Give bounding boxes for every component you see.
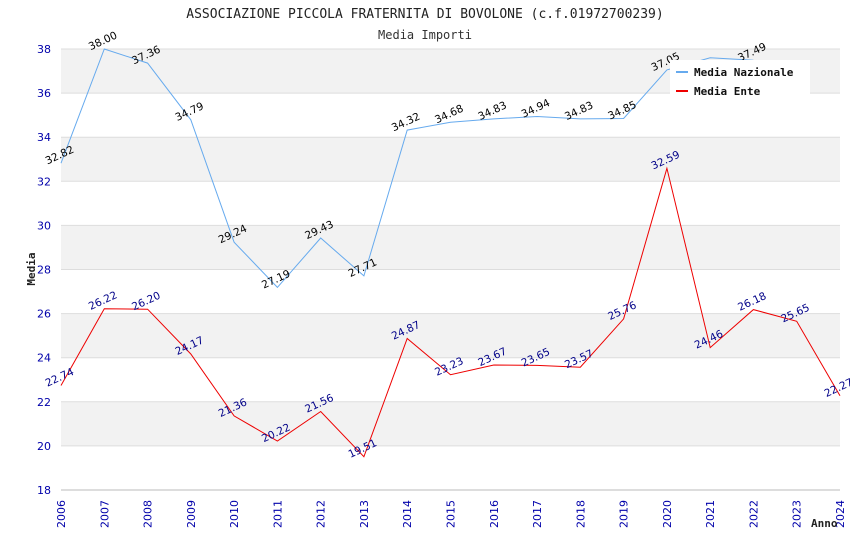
y-tick-label: 22 (37, 396, 51, 409)
y-tick-label: 18 (37, 484, 51, 497)
y-tick-label: 20 (37, 440, 51, 453)
y-tick-label: 34 (37, 131, 51, 144)
y-tick-label: 38 (37, 43, 51, 56)
data-label: 23.23 (433, 355, 465, 379)
gridlines (61, 48, 840, 491)
grid-band (61, 137, 840, 182)
legend-entry: Media Ente (694, 85, 761, 98)
data-label: 26.20 (130, 290, 162, 314)
x-tick-label: 2018 (574, 500, 587, 528)
x-tick-label: 2013 (358, 500, 371, 528)
data-label: 34.32 (390, 111, 422, 135)
y-tick-label: 36 (37, 87, 51, 100)
series-line (60, 48, 754, 289)
x-tick-label: 2021 (704, 500, 717, 528)
chart-subtitle: Media Importi (378, 28, 472, 42)
x-tick-label: 2023 (791, 500, 804, 528)
x-tick-label: 2015 (445, 500, 458, 528)
x-tick-label: 2024 (834, 500, 847, 528)
y-tick-label: 28 (37, 264, 51, 277)
y-axis-label: Media (25, 252, 38, 285)
series-line (60, 166, 841, 458)
x-tick-label: 2009 (185, 500, 198, 528)
x-tick-labels: 2006 2007 2008 2009 2010 2011 2012 2013 2014 2015… (55, 500, 847, 528)
x-tick-label: 2010 (228, 500, 241, 528)
data-label: 27.19 (260, 268, 292, 292)
x-tick-label: 2019 (618, 500, 631, 528)
chart-title: ASSOCIAZIONE PICCOLA FRATERNITA DI BOVOL… (186, 7, 663, 22)
x-tick-label: 2012 (315, 500, 328, 528)
series-lines (60, 48, 841, 458)
x-tick-label: 2022 (747, 500, 760, 528)
data-label: 22.27 (823, 376, 850, 400)
x-axis-label: Anno (811, 517, 838, 530)
y-tick-label: 32 (37, 175, 51, 188)
y-tick-label: 24 (37, 352, 51, 365)
legend-entry: Media Nazionale (694, 66, 794, 79)
x-tick-label: 2008 (142, 500, 155, 528)
x-tick-label: 2011 (271, 500, 284, 528)
y-tick-label: 26 (37, 308, 51, 321)
x-tick-label: 2014 (401, 500, 414, 528)
x-tick-label: 2017 (531, 500, 544, 528)
grid-band (61, 401, 840, 446)
background-bands (61, 49, 840, 446)
x-tick-label: 2020 (661, 500, 674, 528)
x-tick-label: 2007 (98, 500, 111, 528)
legend: Media Nazionale Media Ente (670, 60, 810, 98)
data-label: 22.74 (44, 366, 77, 390)
data-label: 34.83 (563, 99, 595, 123)
y-tick-labels: 18 20 22 24 26 28 30 32 34 36 38 (37, 43, 51, 497)
legend-box (670, 60, 810, 98)
y-tick-label: 30 (37, 219, 51, 232)
grid-band (61, 225, 840, 270)
grid-band (61, 313, 840, 358)
x-tick-label: 2016 (488, 500, 501, 528)
x-tick-label: 2006 (55, 500, 68, 528)
